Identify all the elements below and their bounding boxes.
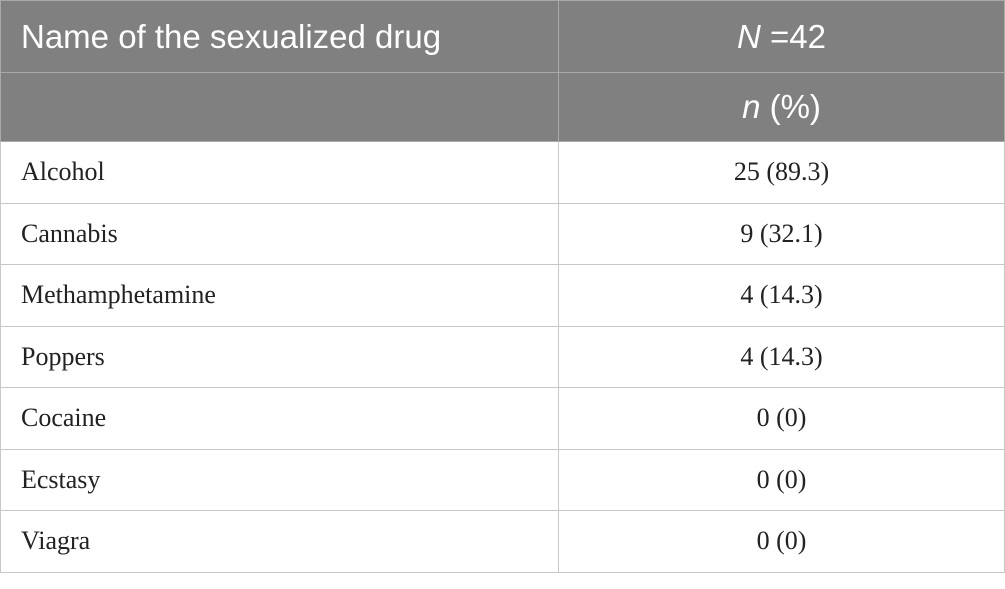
drug-count-cell: 0 (0)	[558, 448, 1005, 511]
table-row: Poppers 4 (14.3)	[0, 325, 1005, 388]
sample-size-header: N =42	[558, 0, 1005, 73]
empty-header-cell	[0, 72, 559, 142]
drug-name-column-header: Name of the sexualized drug	[0, 0, 559, 73]
table-row: Cannabis 9 (32.1)	[0, 202, 1005, 265]
drug-name-cell: Alcohol	[0, 141, 559, 204]
table-body: Alcohol 25 (89.3) Cannabis 9 (32.1) Meth…	[0, 141, 1005, 573]
table-row: Alcohol 25 (89.3)	[0, 141, 1005, 204]
table-header: Name of the sexualized drug N =42 n (%)	[0, 0, 1005, 142]
drug-name-cell: Poppers	[0, 325, 559, 388]
count-percent-header: n (%)	[558, 72, 1005, 142]
drug-name-cell: Methamphetamine	[0, 264, 559, 327]
table-row: Ecstasy 0 (0)	[0, 448, 1005, 511]
table-row: Cocaine 0 (0)	[0, 387, 1005, 450]
drug-count-cell: 25 (89.3)	[558, 141, 1005, 204]
table-row: Methamphetamine 4 (14.3)	[0, 264, 1005, 327]
count-symbol: n	[742, 88, 761, 125]
drug-name-cell: Viagra	[0, 510, 559, 573]
drug-count-cell: 4 (14.3)	[558, 325, 1005, 388]
sample-size-symbol: N	[737, 17, 761, 55]
header-row-sub: n (%)	[0, 72, 1005, 142]
drug-count-cell: 9 (32.1)	[558, 202, 1005, 265]
drug-count-cell: 0 (0)	[558, 387, 1005, 450]
drug-name-cell: Cannabis	[0, 202, 559, 265]
drug-usage-table: Name of the sexualized drug N =42 n (%) …	[0, 0, 1005, 573]
drug-name-cell: Ecstasy	[0, 448, 559, 511]
header-row-main: Name of the sexualized drug N =42	[0, 0, 1005, 73]
percent-label: (%)	[760, 88, 821, 125]
drug-count-cell: 0 (0)	[558, 510, 1005, 573]
drug-name-cell: Cocaine	[0, 387, 559, 450]
table-row: Viagra 0 (0)	[0, 510, 1005, 573]
drug-count-cell: 4 (14.3)	[558, 264, 1005, 327]
sample-size-value: =42	[760, 17, 826, 55]
